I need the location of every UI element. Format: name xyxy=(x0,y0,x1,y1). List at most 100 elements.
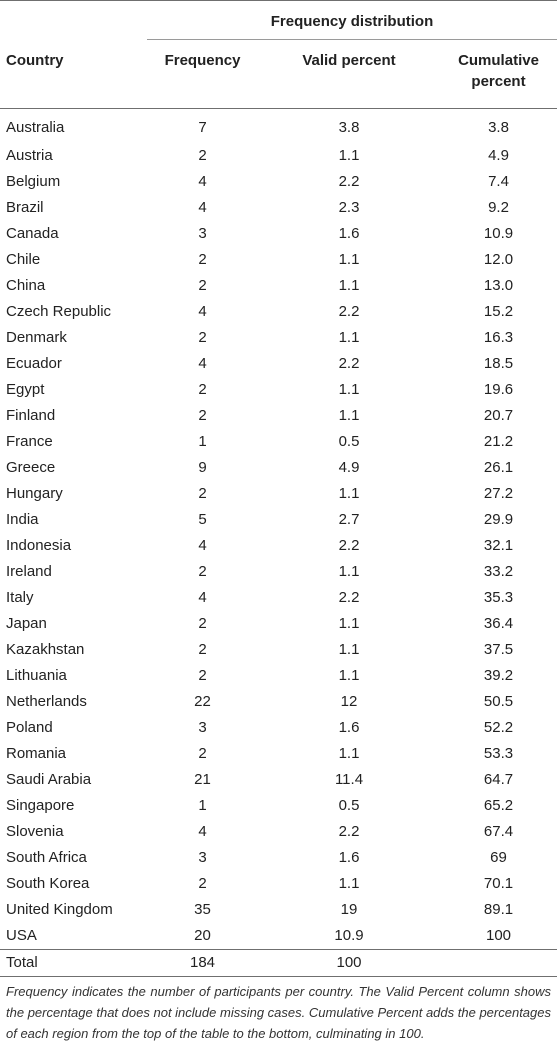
cell-frequency: 2 xyxy=(198,329,207,346)
cell-valid: 11.4 xyxy=(334,771,364,788)
cell-frequency: 2 xyxy=(198,407,207,424)
column-header-cumulative-percent: Cumulative percent xyxy=(440,50,557,92)
cell-valid: 1.1 xyxy=(338,615,360,632)
column-header-cumulative-line1: Cumulative xyxy=(458,52,539,69)
table-row: Lithuania 2 1.1 39.2 xyxy=(0,663,557,689)
table-row: Finland 2 1.1 20.7 xyxy=(0,403,557,429)
cell-cumulative: 7.4 xyxy=(488,173,509,190)
cell-cumulative: 89.1 xyxy=(483,901,514,918)
cell-country: Denmark xyxy=(6,329,67,346)
table-row: France 1 0.5 21.2 xyxy=(0,429,557,455)
cell-cumulative: 20.7 xyxy=(483,407,514,424)
cell-cumulative: 100 xyxy=(485,927,512,944)
cell-valid: 2.7 xyxy=(338,511,360,528)
cell-frequency: 2 xyxy=(198,277,207,294)
table-row: Ireland 2 1.1 33.2 xyxy=(0,559,557,585)
cell-cumulative: 39.2 xyxy=(483,667,514,684)
table-row: China 2 1.1 13.0 xyxy=(0,273,557,299)
cell-frequency: 184 xyxy=(147,949,258,976)
table-row: Romania 2 1.1 53.3 xyxy=(0,741,557,767)
cell-country: Romania xyxy=(6,745,67,762)
cell-frequency: 5 xyxy=(198,511,207,528)
cell-cumulative: 18.5 xyxy=(483,355,514,372)
cell-country: Lithuania xyxy=(6,667,67,684)
cell-cumulative: 69 xyxy=(490,849,507,866)
cell-country: Slovenia xyxy=(6,823,64,840)
table-row: Indonesia 4 2.2 32.1 xyxy=(0,533,557,559)
cell-valid: 1.6 xyxy=(338,849,360,866)
cell-valid: 1.6 xyxy=(338,225,360,242)
cell-country: China xyxy=(6,277,46,294)
table-row: Australia 7 3.8 3.8 xyxy=(0,109,557,143)
cell-country: Kazakhstan xyxy=(6,641,85,658)
cell-cumulative: 65.2 xyxy=(483,797,514,814)
cell-frequency: 3 xyxy=(198,719,207,736)
cell-country: Ireland xyxy=(6,563,52,580)
cell-frequency: 20 xyxy=(194,927,211,944)
cell-frequency: 2 xyxy=(198,667,207,684)
cell-cumulative: 4.9 xyxy=(488,147,509,164)
cell-valid: 100 xyxy=(258,949,440,976)
cell-cumulative: 9.2 xyxy=(488,199,509,216)
table-row: Poland 3 1.6 52.2 xyxy=(0,715,557,741)
cell-country: Canada xyxy=(6,225,59,242)
cell-country: India xyxy=(6,511,39,528)
cell-frequency: 22 xyxy=(194,693,211,710)
cell-country: Finland xyxy=(6,407,56,424)
cell-cumulative: 53.3 xyxy=(483,745,514,762)
cell-valid: 1.1 xyxy=(338,485,360,502)
cell-cumulative: 19.6 xyxy=(483,381,514,398)
cell-valid: 2.2 xyxy=(338,823,360,840)
cell-valid: 2.3 xyxy=(338,199,360,216)
cell-cumulative: 29.9 xyxy=(483,511,514,528)
cell-frequency: 2 xyxy=(198,641,207,658)
cell-country: Saudi Arabia xyxy=(6,771,92,788)
cell-country: Poland xyxy=(6,719,53,736)
cell-country: Singapore xyxy=(6,797,75,814)
cell-frequency: 4 xyxy=(198,355,207,372)
cell-valid: 1.1 xyxy=(338,563,360,580)
cell-country: Chile xyxy=(6,251,41,268)
table-row: Kazakhstan 2 1.1 37.5 xyxy=(0,637,557,663)
cell-valid: 1.1 xyxy=(338,329,360,346)
table-row: Greece 9 4.9 26.1 xyxy=(0,455,557,481)
column-header-frequency: Frequency xyxy=(164,52,241,69)
cell-frequency: 2 xyxy=(198,485,207,502)
cell-cumulative: 52.2 xyxy=(483,719,514,736)
table-row: Saudi Arabia 21 11.4 64.7 xyxy=(0,767,557,793)
cell-country: USA xyxy=(6,927,37,944)
cell-cumulative: 21.2 xyxy=(483,433,514,450)
cell-valid: 1.1 xyxy=(338,277,360,294)
cell-valid: 2.2 xyxy=(338,589,360,606)
cell-country: Netherlands xyxy=(6,693,87,710)
cell-frequency: 2 xyxy=(198,615,207,632)
cell-cumulative: 67.4 xyxy=(483,823,514,840)
table-row: Japan 2 1.1 36.4 xyxy=(0,611,557,637)
cell-valid: 0.5 xyxy=(338,797,360,814)
cell-valid: 2.2 xyxy=(338,537,360,554)
table-row: Slovenia 4 2.2 67.4 xyxy=(0,819,557,845)
group-title-rule xyxy=(147,39,557,40)
cell-cumulative: 15.2 xyxy=(483,303,514,320)
cell-cumulative: 13.0 xyxy=(483,277,514,294)
cell-valid: 1.1 xyxy=(338,641,360,658)
table-header: Frequency distribution Country Frequency… xyxy=(0,0,557,109)
cell-cumulative: 50.5 xyxy=(483,693,514,710)
column-header-valid-percent: Valid percent xyxy=(302,52,396,69)
cell-valid: 1.1 xyxy=(338,407,360,424)
column-header-country: Country xyxy=(6,52,64,69)
cell-cumulative: 16.3 xyxy=(483,329,514,346)
cell-country: France xyxy=(6,433,53,450)
cell-country: Total xyxy=(0,949,147,976)
cell-frequency: 4 xyxy=(198,589,207,606)
table-row: USA 20 10.9 100 xyxy=(0,923,557,950)
cell-valid: 2.2 xyxy=(338,173,360,190)
table-row: Italy 4 2.2 35.3 xyxy=(0,585,557,611)
cell-valid: 2.2 xyxy=(338,355,360,372)
cell-frequency: 7 xyxy=(198,119,207,136)
cell-cumulative xyxy=(440,949,557,976)
table-row: Brazil 4 2.3 9.2 xyxy=(0,195,557,221)
cell-country: Egypt xyxy=(6,381,45,398)
table-row: South Africa 3 1.6 69 xyxy=(0,845,557,871)
cell-valid: 19 xyxy=(340,901,358,918)
